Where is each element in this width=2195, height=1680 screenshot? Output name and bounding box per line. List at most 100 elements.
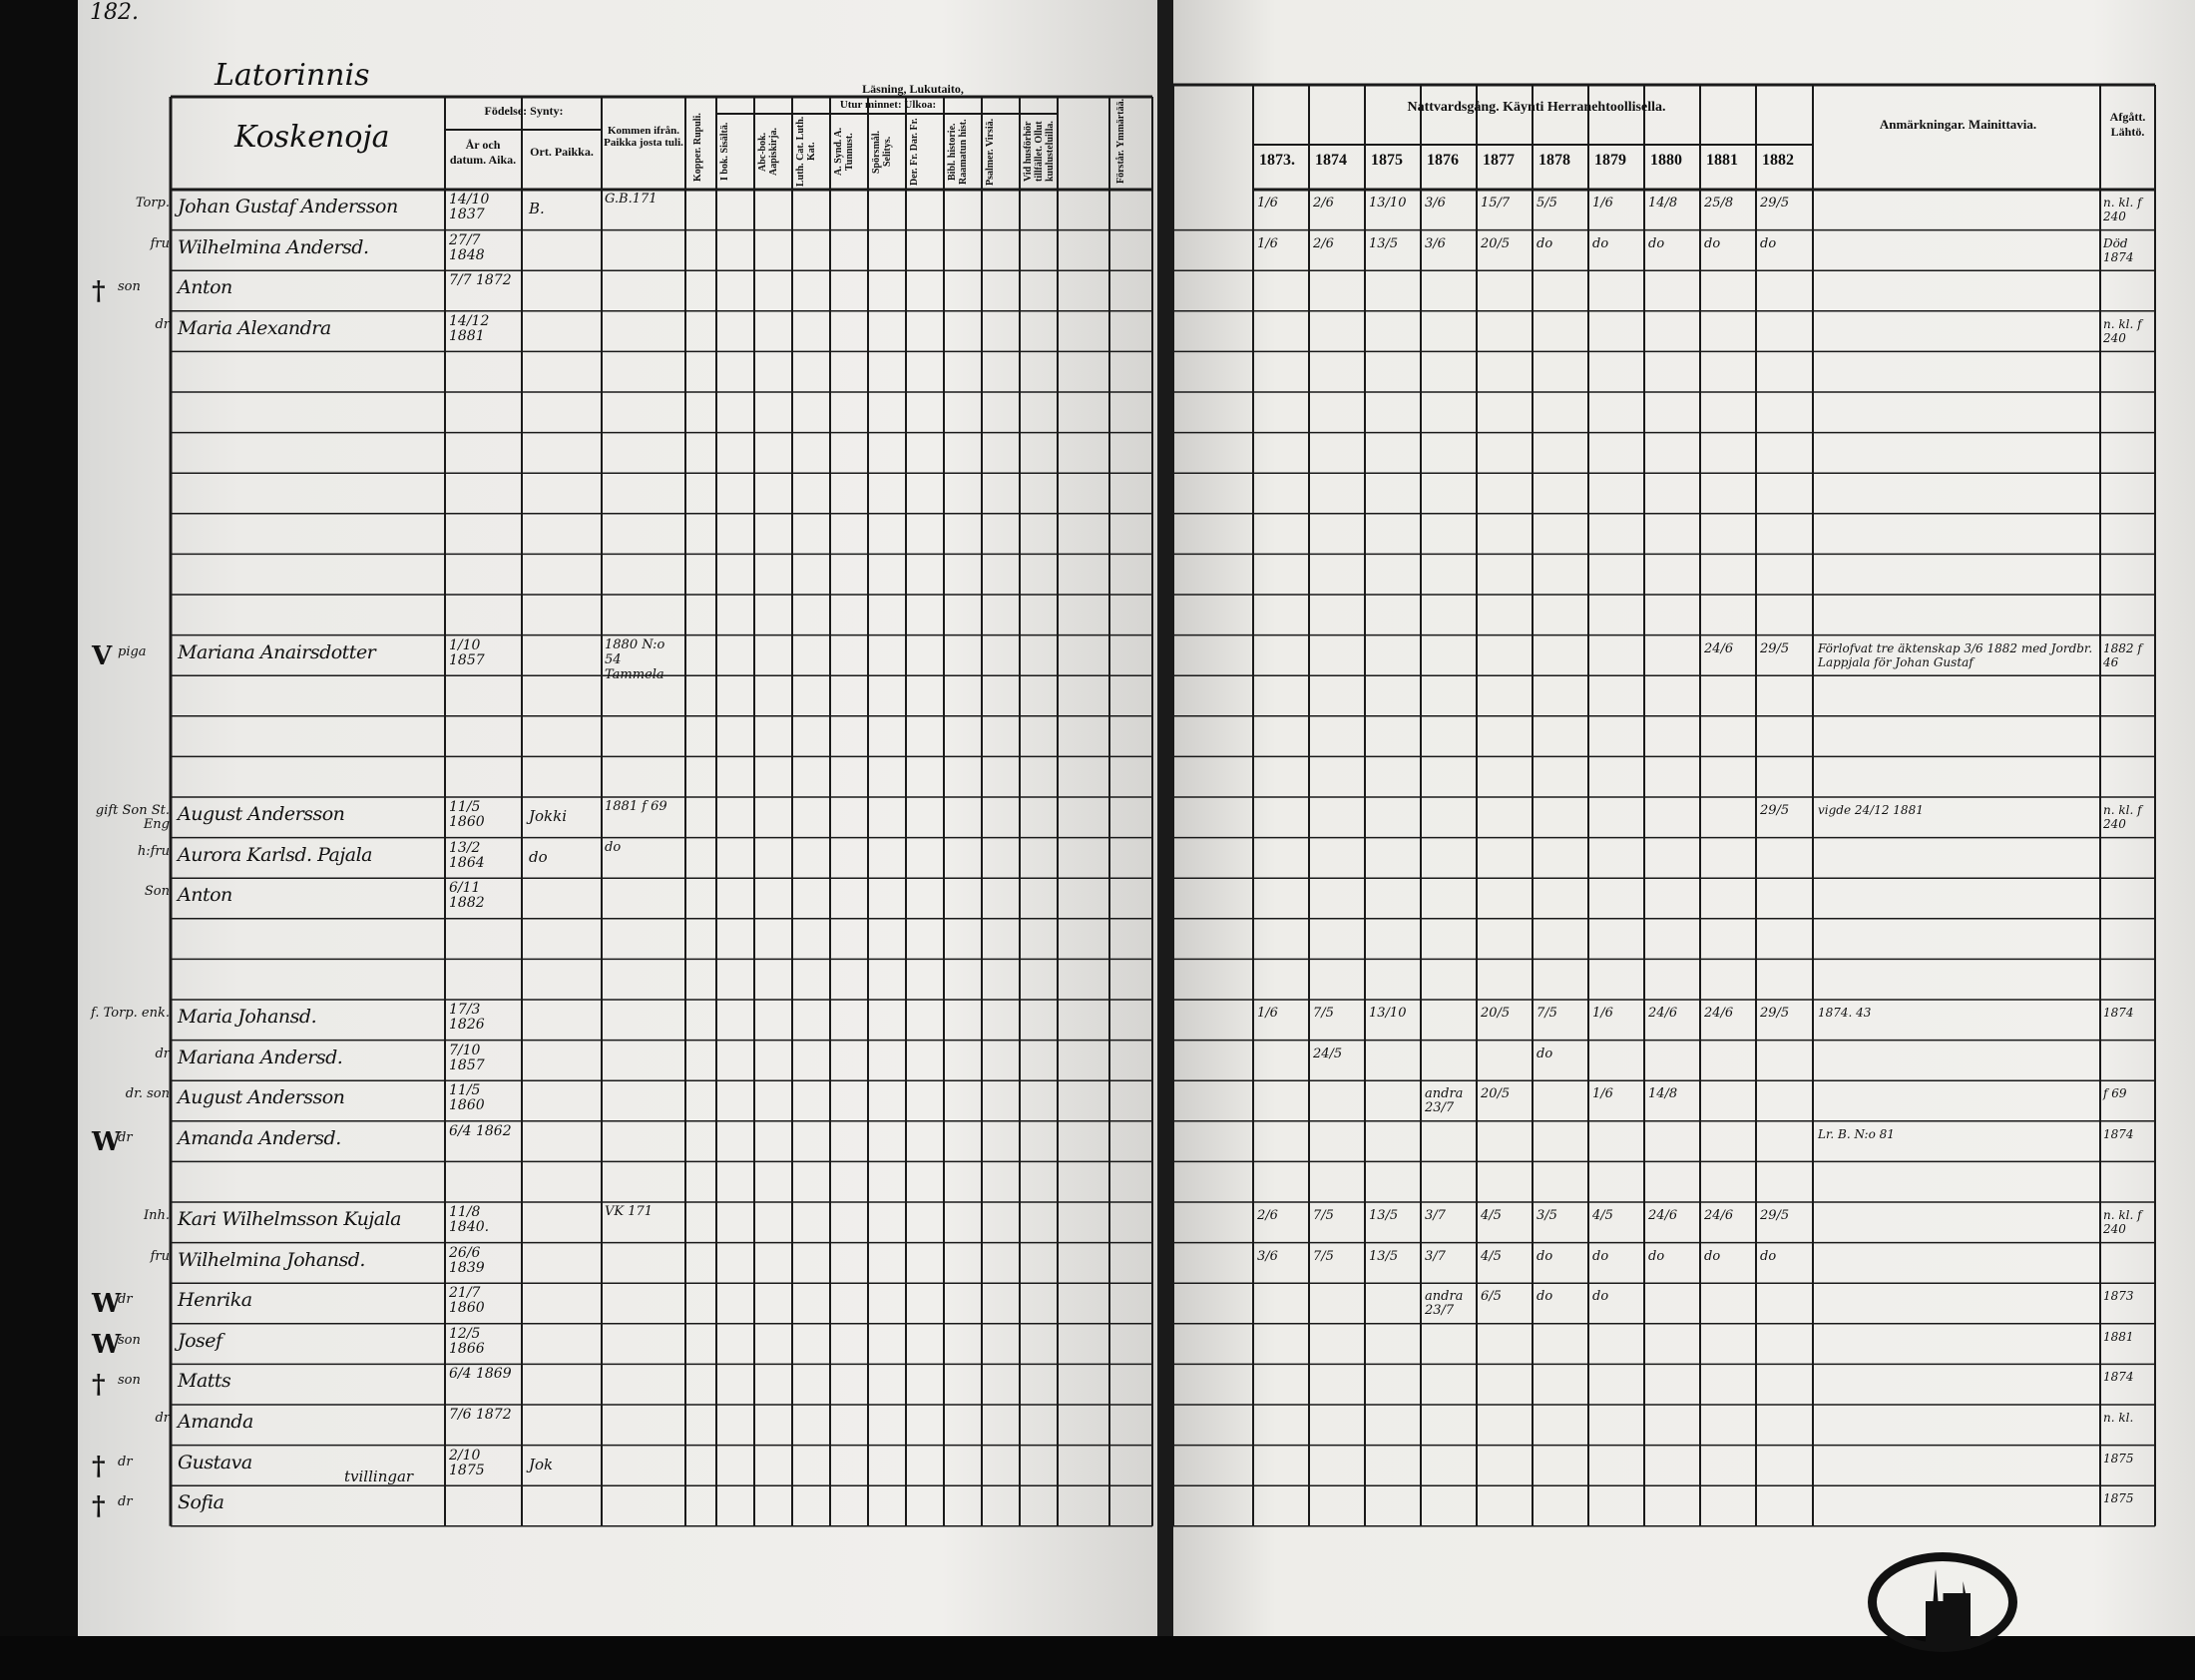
birth-date: 11/5 1860	[449, 1082, 485, 1114]
birth-date: 7/6 1872	[449, 1407, 512, 1423]
communion-date: 24/6	[1648, 1006, 1678, 1021]
mark-cross-icon: †	[92, 1451, 106, 1481]
departed-note: 1882 f 46	[2103, 640, 2142, 669]
remark: 1874. 43	[1818, 1006, 1872, 1020]
mark-check-icon: W	[92, 1126, 122, 1157]
column-header: Vid husförhör tillfället. Ollut kuuluste…	[1023, 121, 1056, 183]
communion-date: do	[1536, 1046, 1553, 1061]
year-header-2: 1875	[1371, 152, 1403, 169]
communion-date: 20/5	[1481, 1006, 1511, 1021]
birth-place: Jokki	[529, 807, 568, 825]
person-name: Aurora Karlsd. Pajala	[178, 843, 372, 866]
header-birth: Födelse: Synty:	[484, 104, 564, 118]
person-role: son	[118, 1373, 141, 1389]
remark: Förlofvat tre äktenskap 3/6 1882 med Jor…	[1818, 640, 2093, 669]
person-name: Anton	[178, 884, 232, 907]
communion-date: 1/6	[1257, 235, 1278, 251]
page-number: 182.	[90, 0, 139, 25]
communion-date: 24/6	[1704, 1006, 1734, 1021]
birth-date: 6/4 1862	[449, 1122, 512, 1139]
person-role: dr	[155, 1411, 170, 1426]
year-header-7: 1880	[1650, 152, 1682, 169]
communion-date: andra 23/7	[1425, 1086, 1464, 1116]
communion-date: 29/5	[1760, 803, 1790, 818]
person-role: f. Torp. enk.	[91, 1006, 170, 1021]
came-from: 1880 N:o 54 Tammela	[605, 636, 665, 682]
mark-check-icon: W	[92, 1329, 122, 1360]
communion-date: 13/5	[1369, 1248, 1399, 1264]
communion-date: do	[1648, 235, 1665, 251]
header-came-from: Kommen ifrån. Paikka josta tuli.	[604, 125, 683, 149]
year-header-6: 1879	[1594, 152, 1626, 169]
mark-cross-icon: †	[92, 1491, 106, 1522]
communion-date: 13/10	[1369, 1006, 1407, 1021]
communion-date: do	[1648, 1248, 1665, 1264]
column-header: A. Synd. A. Tunnust.	[833, 127, 855, 177]
communion-date: 7/5	[1313, 1248, 1334, 1264]
communion-date: 1/6	[1592, 196, 1613, 210]
communion-date: do	[1536, 1289, 1553, 1305]
column-header: Bibl. historie. Raamatun hist.	[947, 119, 969, 185]
communion-date: 24/6	[1648, 1208, 1678, 1223]
communion-date: 6/5	[1481, 1289, 1502, 1305]
header-birth-place: Ort. Paikka.	[530, 145, 594, 159]
year-header-1: 1874	[1315, 152, 1347, 169]
birth-date: 14/10 1837	[449, 192, 490, 222]
remark: Lr. B. N:o 81	[1818, 1126, 1895, 1141]
communion-date: do	[1760, 1248, 1777, 1264]
communion-date: 24/6	[1704, 1208, 1734, 1223]
departed-note: n. kl.	[2103, 1411, 2134, 1425]
communion-date: 1/6	[1257, 196, 1278, 210]
person-role: Inh.	[143, 1208, 170, 1223]
year-header-5: 1878	[1538, 152, 1570, 169]
departed-note: n. kl. f 240	[2103, 196, 2142, 223]
person-role: fru	[150, 235, 170, 251]
year-header-3: 1876	[1427, 152, 1459, 169]
header-reading: Läsning, Lukutaito,	[862, 82, 964, 96]
person-name: Henrika	[178, 1289, 252, 1312]
came-from: do	[605, 839, 622, 855]
mark-cross-icon: †	[92, 276, 106, 307]
header-departed: Afgått. Lähtö.	[2109, 110, 2146, 139]
departed-note: 1874	[2103, 1006, 2134, 1020]
birth-place: do	[529, 847, 548, 866]
person-role: fru	[150, 1248, 170, 1264]
communion-date: 2/6	[1313, 196, 1334, 210]
scan-border	[0, 1636, 2195, 1680]
communion-date: 7/5	[1313, 1208, 1334, 1223]
person-role: dr	[118, 1454, 133, 1470]
communion-date: do	[1536, 235, 1553, 251]
departed-note: n. kl. f 240	[2103, 316, 2142, 345]
communion-date: 24/5	[1313, 1046, 1343, 1061]
twins-note: tvillingar	[344, 1467, 414, 1485]
column-header: Abc-bok. Aapiskirja.	[757, 127, 779, 177]
birth-date: 6/11 1882	[449, 880, 485, 912]
communion-date: 13/10	[1369, 196, 1407, 210]
communion-date: do	[1704, 235, 1721, 251]
birth-date: 26/6 1839	[449, 1244, 485, 1276]
communion-date: 24/6	[1704, 640, 1734, 656]
communion-date: 29/5	[1760, 640, 1790, 656]
person-role: Torp.	[135, 196, 170, 210]
person-name: Mariana Anairsdotter	[178, 640, 376, 663]
person-name: Anton	[178, 276, 232, 299]
person-role: h:fru	[137, 843, 170, 859]
person-role: dr. son	[125, 1086, 170, 1102]
birth-date: 14/12 1881	[449, 312, 490, 344]
person-name: Johan Gustaf Andersson	[178, 196, 398, 217]
book-gutter	[1157, 0, 1173, 1680]
person-role: dr	[118, 1292, 133, 1308]
birth-date: 21/7 1860	[449, 1285, 485, 1317]
remark: vigde 24/12 1881	[1818, 803, 1924, 817]
communion-date: 3/5	[1536, 1208, 1557, 1223]
communion-date: 20/5	[1481, 235, 1511, 251]
birth-place: B.	[529, 200, 545, 217]
departed-note: n. kl. f 240	[2103, 1208, 2142, 1236]
year-header-8: 1881	[1706, 152, 1738, 169]
departed-note: 1875	[2103, 1451, 2134, 1466]
communion-date: 1/6	[1592, 1006, 1613, 1021]
person-name: Mariana Andersd.	[178, 1046, 343, 1068]
communion-date: do	[1592, 1289, 1609, 1305]
birth-date: 17/3 1826	[449, 1002, 485, 1033]
departed-note: 1873	[2103, 1289, 2134, 1304]
